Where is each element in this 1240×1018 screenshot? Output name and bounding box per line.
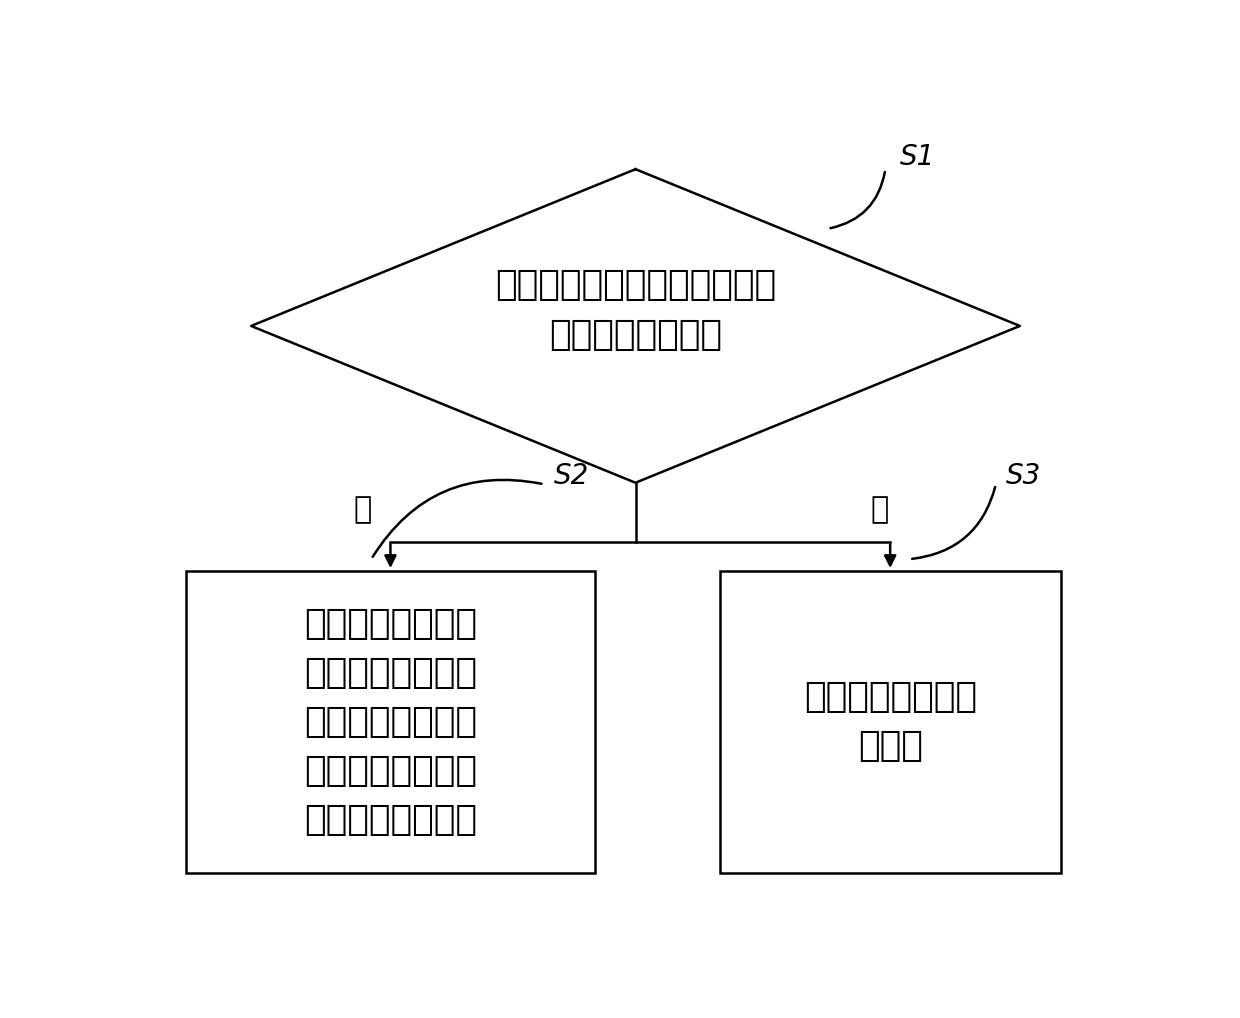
- Text: 根据所述人靠近或
离开所述被动式红
外探测器的状态调
整所述被动式红外
探测器的检测频率: 根据所述人靠近或 离开所述被动式红 外探测器的状态调 整所述被动式红外 探测器的…: [304, 607, 477, 837]
- Text: S1: S1: [900, 144, 935, 171]
- Text: S3: S3: [1006, 462, 1040, 491]
- Text: 判断所述被动式红外探测器的
探测区域是否有人: 判断所述被动式红外探测器的 探测区域是否有人: [495, 268, 776, 352]
- Text: 是: 是: [353, 496, 371, 524]
- Text: S2: S2: [554, 462, 589, 491]
- Text: 否: 否: [870, 496, 889, 524]
- Bar: [186, 571, 595, 872]
- Text: 执行预设的休眠检
测频率: 执行预设的休眠检 测频率: [804, 680, 977, 764]
- Bar: [719, 571, 1060, 872]
